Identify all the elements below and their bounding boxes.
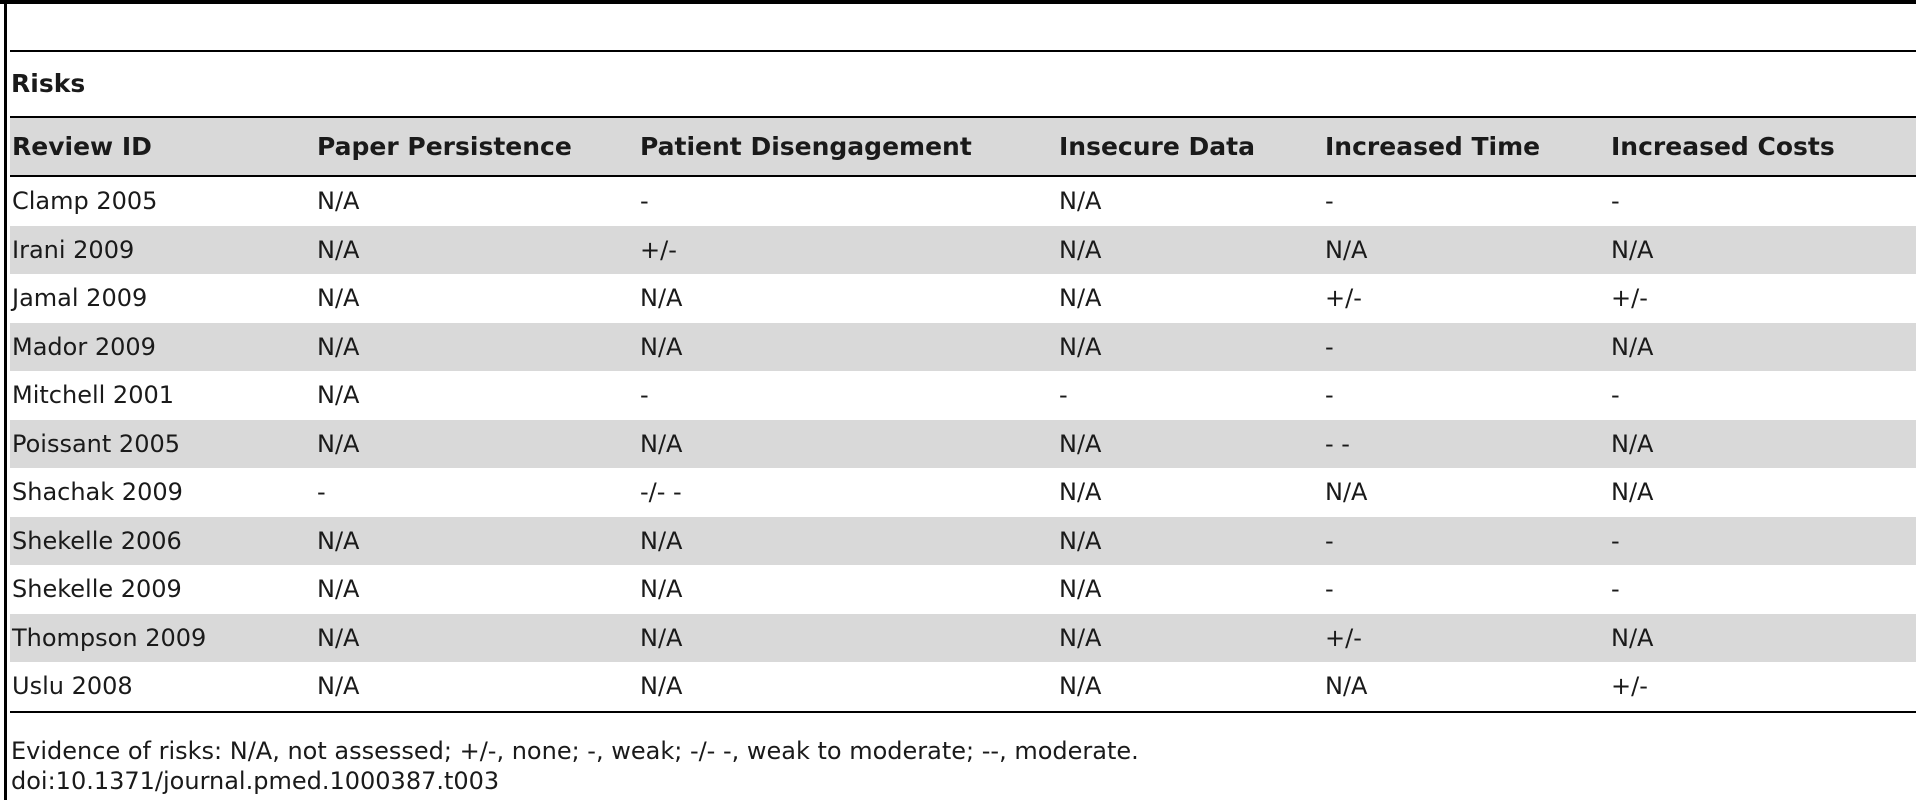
table-cell: N/A [1059, 575, 1102, 604]
table-cell: N/A [317, 429, 360, 458]
left-rule [4, 0, 7, 800]
review-id-cell: Uslu 2008 [12, 672, 133, 701]
table-cell: N/A [1059, 332, 1102, 361]
review-id-cell: Jamal 2009 [12, 284, 148, 313]
table-row: Shachak 2009 - -/- - N/A N/A N/A [10, 468, 1916, 517]
table-cell: N/A [317, 526, 360, 555]
risks-table: Review ID Paper Persistence Patient Dise… [10, 116, 1916, 713]
review-id-cell: Shekelle 2006 [12, 526, 182, 555]
table-row: Thompson 2009 N/A N/A N/A +/- N/A [10, 613, 1916, 662]
table-row: Shekelle 2006 N/A N/A N/A - - [10, 516, 1916, 565]
table-row: Mitchell 2001 N/A - - - - [10, 371, 1916, 420]
table-cell: N/A [317, 332, 360, 361]
table-cell: N/A [1059, 526, 1102, 555]
table-cell: - - [1325, 429, 1350, 458]
table-cell: -/- - [640, 478, 682, 507]
column-header: Increased Costs [1611, 132, 1835, 161]
doi: doi:10.1371/journal.pmed.1000387.t003 [11, 767, 500, 795]
table-cell: +/- [1611, 672, 1648, 701]
section-title: Risks [11, 69, 86, 98]
table-cell: - [1611, 526, 1620, 555]
table-cell: N/A [1325, 235, 1368, 264]
table-row: Jamal 2009 N/A N/A N/A +/- +/- [10, 274, 1916, 323]
table-cell: - [1611, 381, 1620, 410]
table-cell: N/A [1325, 672, 1368, 701]
table-cell: - [1059, 381, 1068, 410]
table-cell: N/A [317, 381, 360, 410]
table-cell: N/A [1059, 672, 1102, 701]
review-id-cell: Mador 2009 [12, 332, 156, 361]
table-cell: - [1325, 332, 1334, 361]
table-row: Shekelle 2009 N/A N/A N/A - - [10, 565, 1916, 614]
table-cell: N/A [1611, 235, 1654, 264]
footnote: Evidence of risks: N/A, not assessed; +/… [11, 737, 1139, 765]
table-cell: +/- [1325, 284, 1362, 313]
table-cell: N/A [1325, 478, 1368, 507]
table-cell: N/A [317, 672, 360, 701]
column-header: Paper Persistence [317, 132, 572, 161]
table-cell: +/- [1325, 623, 1362, 652]
table-row: Irani 2009 N/A +/- N/A N/A N/A [10, 225, 1916, 274]
table-cell: - [640, 381, 649, 410]
review-id-cell: Poissant 2005 [12, 429, 181, 458]
table-cell: N/A [1059, 478, 1102, 507]
table-cell: N/A [640, 429, 683, 458]
table-cell: N/A [1059, 429, 1102, 458]
review-id-cell: Shachak 2009 [12, 478, 183, 507]
table-cell: N/A [317, 623, 360, 652]
table-cell: +/- [1611, 284, 1648, 313]
table-row: Clamp 2005 N/A - N/A - - [10, 177, 1916, 226]
table-cell: N/A [640, 623, 683, 652]
table-cell: N/A [1611, 332, 1654, 361]
table-body: Clamp 2005 N/A - N/A - - Irani 2009 N/A +/- N/A N/… [10, 177, 1916, 711]
table-cell: +/- [640, 235, 677, 264]
column-header: Insecure Data [1059, 132, 1255, 161]
column-header: Review ID [12, 132, 152, 161]
table-cell: - [1325, 526, 1334, 555]
table-footnotes: Evidence of risks: N/A, not assessed; +/… [11, 736, 1139, 796]
table-cell: N/A [640, 672, 683, 701]
top-rule [0, 0, 1916, 4]
review-id-cell: Clamp 2005 [12, 187, 158, 216]
table-row: Uslu 2008 N/A N/A N/A N/A +/- [10, 662, 1916, 711]
table-row: Poissant 2005 N/A N/A N/A - - N/A [10, 419, 1916, 468]
section-rule [10, 50, 1916, 52]
table-cell: N/A [1611, 623, 1654, 652]
column-header: Patient Disengagement [640, 132, 972, 161]
table-cell: N/A [1059, 623, 1102, 652]
table-cell: N/A [1059, 284, 1102, 313]
review-id-cell: Irani 2009 [12, 235, 135, 264]
table-cell: - [1611, 187, 1620, 216]
table-cell: - [1325, 381, 1334, 410]
table-header-row: Review ID Paper Persistence Patient Dise… [10, 118, 1916, 177]
table-cell: N/A [640, 332, 683, 361]
table-cell: N/A [317, 575, 360, 604]
table-cell: N/A [317, 235, 360, 264]
table-cell: N/A [640, 284, 683, 313]
table-cell: N/A [1611, 478, 1654, 507]
table-cell: - [1611, 575, 1620, 604]
table-cell: - [640, 187, 649, 216]
table-cell: N/A [640, 575, 683, 604]
table-cell: N/A [1059, 187, 1102, 216]
table-cell: N/A [317, 284, 360, 313]
column-header: Increased Time [1325, 132, 1541, 161]
table-cell: - [1325, 575, 1334, 604]
review-id-cell: Thompson 2009 [12, 623, 207, 652]
review-id-cell: Shekelle 2009 [12, 575, 182, 604]
table-row: Mador 2009 N/A N/A N/A - N/A [10, 322, 1916, 371]
review-id-cell: Mitchell 2001 [12, 381, 174, 410]
table-cell: - [317, 478, 326, 507]
table-cell: N/A [1611, 429, 1654, 458]
table-cell: - [1325, 187, 1334, 216]
table-cell: N/A [640, 526, 683, 555]
table-cell: N/A [317, 187, 360, 216]
table-cell: N/A [1059, 235, 1102, 264]
